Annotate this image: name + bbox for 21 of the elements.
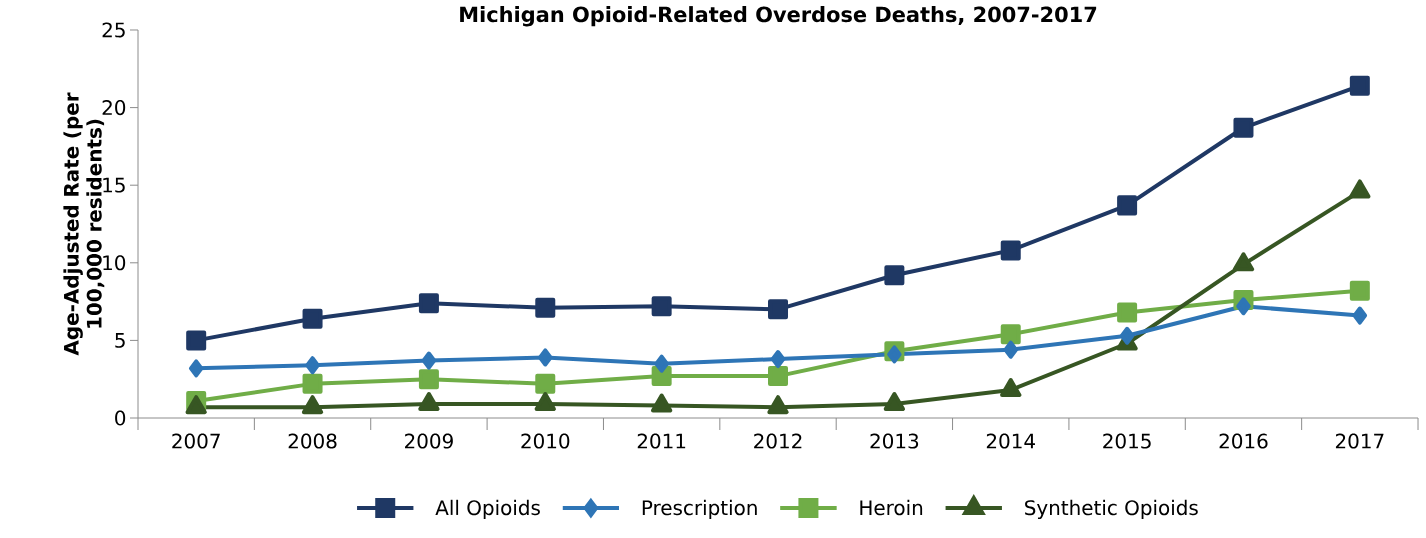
x-tick-label: 2016 [1219,433,1268,449]
legend-label: Prescription [642,499,757,520]
x-tick-label: 2009 [405,433,453,449]
y-tick-label: 5 [115,333,125,348]
x-tick-label: 2014 [986,433,1035,449]
x-tick-label: 2017 [1335,433,1384,449]
x-tick-label: 2007 [172,433,220,449]
x-tick-label: 2011 [637,433,686,449]
chart-title: Michigan Opioid-Related Overdose Deaths, 2007-2017 [460,6,1097,27]
y-tick-label: 10 [103,255,126,271]
y-tick-label: 15 [103,177,125,193]
x-tick-label: 2012 [754,433,802,449]
x-tick-label: 2013 [870,433,919,449]
x-tick-label: 2010 [521,433,570,449]
y-tick-label: 0 [115,410,126,426]
legend-label: Synthetic Opioids [1025,499,1198,520]
legend-label: Heroin [860,499,923,516]
y-tick-label: 25 [102,22,125,38]
x-tick-label: 2008 [288,433,337,449]
x-tick-label: 2015 [1103,433,1151,449]
legend-label: All Opioids [435,499,540,520]
